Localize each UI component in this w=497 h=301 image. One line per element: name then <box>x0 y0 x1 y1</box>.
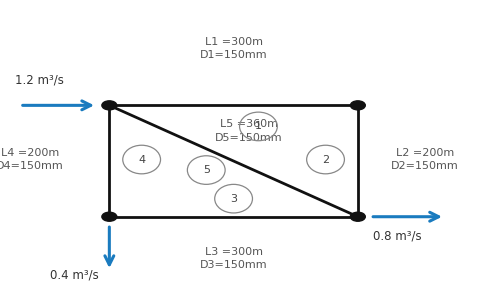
Text: 0.4 m³/s: 0.4 m³/s <box>50 269 98 282</box>
Text: L1 =300m
D1=150mm: L1 =300m D1=150mm <box>200 36 267 60</box>
Circle shape <box>350 101 365 110</box>
Text: 5: 5 <box>203 165 210 175</box>
Text: 2: 2 <box>322 154 329 165</box>
Circle shape <box>102 212 117 221</box>
Circle shape <box>350 212 365 221</box>
Text: L3 =300m
D3=150mm: L3 =300m D3=150mm <box>200 247 267 271</box>
Text: 3: 3 <box>230 194 237 204</box>
Circle shape <box>102 101 117 110</box>
Text: 4: 4 <box>138 154 145 165</box>
Text: L5 =360m
D5=150mm: L5 =360m D5=150mm <box>215 119 282 143</box>
Text: L4 =200m
D4=150mm: L4 =200m D4=150mm <box>0 148 64 171</box>
Text: L2 =200m
D2=150mm: L2 =200m D2=150mm <box>391 148 459 171</box>
Text: 1.2 m³/s: 1.2 m³/s <box>15 73 64 86</box>
Text: 1: 1 <box>255 121 262 132</box>
Text: 0.8 m³/s: 0.8 m³/s <box>373 230 421 243</box>
